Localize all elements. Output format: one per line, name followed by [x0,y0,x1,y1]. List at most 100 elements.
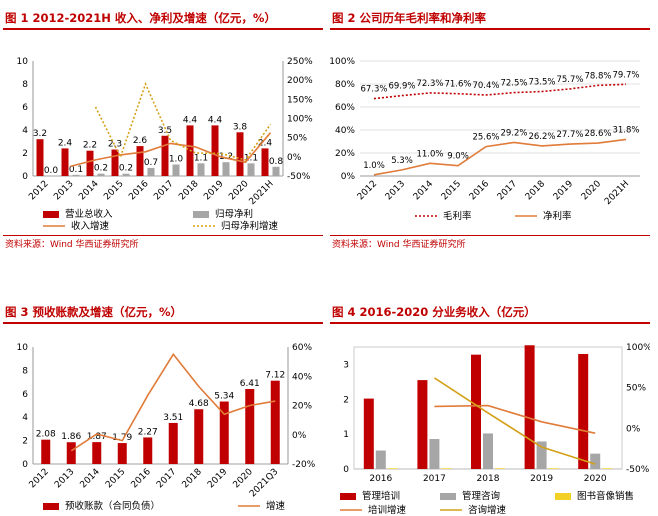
data-label: 11.0% [416,149,443,159]
x-tick-label: 2019 [202,179,225,202]
legend-swatch [43,503,59,510]
bar-secondary [548,468,559,469]
y-left-tick-label: 20% [335,149,355,159]
data-label: 78.8% [584,71,611,81]
bar-primary [363,398,374,469]
y-right-tick-label: 50% [287,134,307,144]
data-label: 69.9% [388,82,415,92]
x-tick-label: 2019 [552,179,575,202]
bar-primary [270,380,280,464]
y-left-tick-label: 80% [335,80,355,90]
y-right-tick-label: 40% [292,372,312,382]
y-left-tick-label: 0% [341,172,356,182]
legend-label: 收入增速 [71,220,110,232]
legend-label: 预收账款（合同负债） [65,500,160,512]
x-tick-label: 2019 [530,474,553,484]
y-right-tick-label: 200% [287,76,313,86]
y-right-tick-label: -20% [292,460,316,470]
data-label: 0.2 [119,164,133,174]
source-note: 资料来源：Wind 华西证券研究所 [5,240,139,250]
bar-primary [245,389,255,464]
bar-primary [417,380,428,469]
data-label: 2.4 [258,138,273,148]
bar-secondary [272,166,280,176]
data-label: 0.7 [144,158,158,168]
x-tick-label: 2016 [468,179,491,202]
bar-primary [136,146,144,176]
x-tick-label: 2016 [127,179,150,202]
x-tick-label: 2020 [584,474,607,484]
data-label: 2.6 [133,136,148,146]
data-label: 1.79 [112,433,132,443]
y-left-tick-label: 0 [22,460,28,470]
legend-swatch [193,211,209,218]
data-label: 0.8 [269,157,284,167]
bar-primary [168,422,178,464]
y-left-tick-label: 2 [22,149,28,159]
data-label: 72.3% [416,79,443,89]
legend-swatch [340,493,356,500]
margin-chart: 0%20%40%60%80%100%2012 2013 2014 2015 2016 20… [330,57,640,222]
bar-primary [261,148,269,176]
data-label: 31.8% [612,125,639,135]
y-right-tick-label: 50% [626,384,646,394]
y-right-tick-label: -50% [626,465,650,475]
legend-label: 净利率 [543,210,572,222]
bar-secondary [429,439,440,469]
bar-primary [578,353,589,469]
panel-title: 图 4 2016-2020 分业务收入（亿元） [332,305,536,319]
x-tick-label: 2013 [52,179,75,202]
x-tick-label: 2015 [104,467,127,490]
panel-title: 图 1 2012-2021H 收入、净利及增速（亿元，%） [5,11,276,25]
legend-label: 图书音像销售 [577,490,634,502]
legend-label: 增速 [266,500,286,512]
data-label: 2.08 [36,430,56,440]
bar-primary [471,354,481,469]
bar-primary [92,442,102,464]
legend-swatch [440,493,456,500]
x-tick-label: 2015 [102,179,125,202]
bar-primary [61,148,69,176]
series-line [94,81,272,161]
y-right-tick-label: 100% [626,343,650,353]
panel-segment-revenue: 图 4 2016-2020 分业务收入（亿元） 0 1 2 3 -50% 0% 50% 100… [330,304,650,516]
segment-revenue-chart: 0 1 2 3 -50% 0% 50% 100% 2016 2017 2018 2019 2020 管理培… [340,343,650,515]
legend-label: 管理培训 [362,490,400,502]
bar-secondary [172,164,180,176]
x-tick-label: 2018 [181,467,204,490]
legend-label: 毛利率 [443,210,472,222]
y-right-tick-label: 0% [287,153,302,163]
data-label: 1.86 [61,432,81,442]
data-label: 73.5% [528,77,555,87]
bar-secondary [590,453,601,469]
x-tick-label: 2013 [53,467,76,490]
x-tick-label: 2020 [232,467,255,490]
x-tick-label: 2016 [369,474,392,484]
y-left-tick-label: 3 [343,360,349,370]
bar-secondary [97,173,105,176]
data-label: 0.0 [44,166,59,176]
data-label: 28.6% [584,129,611,139]
title-rule [3,28,323,30]
bottom-rule [330,235,650,236]
legend-label: 培训增速 [368,504,407,515]
bar-primary [524,345,535,469]
data-label: 72.5% [500,79,527,89]
y-left-tick-label: 2 [343,395,349,405]
bar-primary [236,132,244,176]
x-tick-label: 2014 [412,179,435,202]
y-right-tick-label: 100% [287,115,313,125]
revenue-profit-chart: 0 2 4 6 8 10 -50% 0% 50% 100% 150% 200% 250% 2012 2013… [17,57,314,232]
y-left-tick-label: 0 [22,172,28,182]
bar-secondary [222,162,230,176]
data-label: 4.4 [183,115,198,125]
x-tick-label: 2014 [79,467,102,490]
bar-primary [86,150,94,176]
series-line [433,377,596,465]
data-label: 4.68 [189,399,209,409]
x-tick-label: 2020 [580,179,603,202]
x-tick-label: 2018 [477,474,500,484]
data-label: 7.12 [265,371,285,381]
data-label: 71.6% [444,80,471,90]
legend-label: 管理咨询 [462,490,500,502]
